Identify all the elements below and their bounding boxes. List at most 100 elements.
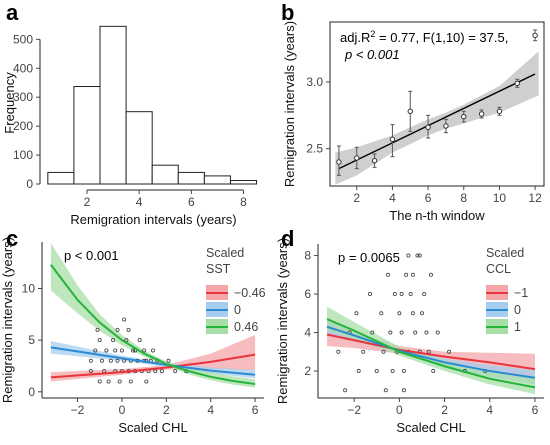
window-point (461, 113, 467, 120)
observation-point (122, 317, 127, 322)
y-tick-label: 100 (13, 148, 33, 162)
window-point (443, 123, 449, 129)
x-tick-label: 2 (441, 403, 448, 417)
plot-area (50, 243, 256, 388)
x-tick-label: 8 (240, 195, 247, 209)
panel-label-d: d (281, 226, 294, 251)
observation-point (115, 358, 120, 363)
histogram-bar (203, 175, 231, 185)
observation-point (88, 369, 93, 374)
x-tick-label: 6 (425, 191, 432, 205)
x-tick-label: 0 (396, 403, 403, 417)
legend-label: 0.46 (234, 320, 258, 334)
series-line (326, 318, 536, 389)
observation-point (115, 327, 120, 332)
y-tick-label: 10 (22, 281, 36, 295)
panel-label-a: a (6, 0, 19, 25)
histogram-bar (99, 25, 127, 185)
y-tick-label: 8 (304, 249, 311, 263)
legend-label: 0 (514, 303, 521, 317)
observation-point (397, 311, 402, 316)
observation-point (404, 272, 409, 277)
legend-label: −1 (514, 286, 528, 300)
y-tick-label: 2 (304, 364, 311, 378)
series-line (50, 353, 256, 379)
x-axis-label: Scaled CHL (396, 420, 465, 435)
y-tick-label: 500 (13, 32, 33, 46)
observation-point (381, 349, 386, 354)
observation-point (128, 379, 133, 384)
observation-point (106, 379, 111, 384)
x-tick-label: 0 (119, 403, 126, 417)
plot-frame (329, 21, 545, 187)
histogram-bar (229, 180, 258, 185)
x-tick-label: 10 (493, 191, 507, 205)
ci-ribbon (327, 306, 535, 395)
observation-point (422, 292, 427, 297)
x-axis-label: Scaled CHL (118, 420, 187, 435)
observation-point (97, 379, 102, 384)
observation-point (131, 348, 136, 353)
x-tick-label: 4 (389, 191, 396, 205)
observation-point (354, 311, 359, 316)
window-point (496, 108, 503, 115)
observation-point (406, 253, 411, 258)
regression-line (338, 73, 536, 170)
observation-point (150, 348, 155, 353)
observation-point (88, 358, 93, 363)
observation-point (383, 388, 388, 393)
observation-point (343, 388, 348, 393)
confidence-band (335, 51, 539, 185)
observation-point (119, 348, 124, 353)
observation-point (399, 330, 404, 335)
x-tick-label: 4 (136, 195, 143, 209)
observation-point (401, 369, 406, 374)
panel-c: −2 0 2 4 6 0 5 10 Scaled CHL Remigration interval… (0, 237, 266, 435)
x-tick-label: 6 (188, 195, 195, 209)
y-tick-label: 0 (28, 385, 35, 399)
y-tick-label: 3.0 (306, 75, 323, 89)
observation-point (113, 348, 118, 353)
observation-point (361, 349, 366, 354)
y-axis-label: Remigration intervals (years) (275, 238, 290, 404)
observation-point (413, 330, 418, 335)
panel-label-b: b (281, 0, 294, 25)
panel-a: 0 100 200 300 400 500 2 4 6 8 Remigration interval… (2, 25, 258, 227)
observation-point (117, 379, 122, 384)
x-tick-label: 6 (252, 403, 259, 417)
observation-point (126, 327, 131, 332)
y-tick-label: 2.5 (306, 142, 323, 156)
window-point (389, 136, 396, 143)
x-tick-label: 2 (163, 403, 170, 417)
observation-point (111, 338, 116, 343)
observation-point (410, 272, 415, 277)
window-point (514, 80, 520, 87)
x-tick-label: −2 (71, 403, 85, 417)
y-axis-label: Frequency (2, 72, 17, 134)
observation-point (356, 369, 361, 374)
observation-point (95, 327, 100, 332)
observation-point (419, 311, 424, 316)
observation-point (399, 292, 404, 297)
observation-point (144, 379, 149, 384)
x-tick-label: 4 (207, 403, 214, 417)
stats-annotation-line1: adj.R2 = 0.77, F(1,10) = 37.5, (340, 29, 508, 45)
observation-point (410, 311, 415, 316)
legend-title: Scaled (206, 246, 244, 260)
observation-point (401, 388, 406, 393)
y-tick-label: 300 (13, 90, 33, 104)
panel-b: 2 4 6 8 10 12 2.5 3.0 The n-th window Remigration… (282, 21, 545, 223)
observation-point (415, 253, 420, 258)
window-point (336, 159, 342, 165)
window-point (407, 108, 413, 115)
y-tick-label: 0 (26, 177, 33, 191)
x-tick-label: 4 (486, 403, 493, 417)
window-point (371, 157, 378, 164)
x-tick-label: −2 (347, 403, 361, 417)
observation-point (166, 358, 171, 363)
observation-point (392, 292, 397, 297)
x-tick-label: 8 (460, 191, 467, 205)
observation-point (104, 348, 109, 353)
observation-point (379, 311, 384, 316)
